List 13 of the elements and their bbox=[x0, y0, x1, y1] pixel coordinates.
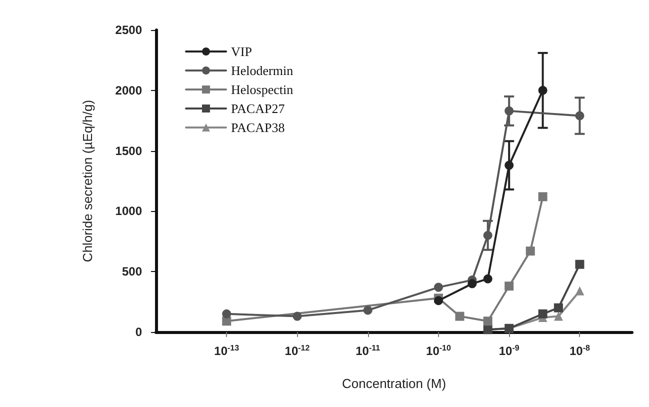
legend-label: VIP bbox=[231, 44, 252, 59]
y-tick-label: 500 bbox=[122, 264, 142, 279]
y-tick-label: 2500 bbox=[115, 23, 142, 37]
y-axis-title: Chloride secretion (µEq/h/g) bbox=[80, 100, 95, 262]
legend-label: Helospectin bbox=[231, 82, 294, 97]
x-axis-title: Concentration (M) bbox=[342, 376, 446, 391]
y-tick-label: 1500 bbox=[115, 144, 142, 158]
legend-label: PACAP27 bbox=[231, 101, 286, 116]
y-tick-label: 0 bbox=[135, 325, 142, 339]
legend-label: Helodermin bbox=[231, 63, 294, 78]
y-tick-label: 2000 bbox=[115, 83, 142, 98]
y-tick-label: 1000 bbox=[115, 204, 142, 218]
legend-label: PACAP38 bbox=[231, 120, 285, 135]
